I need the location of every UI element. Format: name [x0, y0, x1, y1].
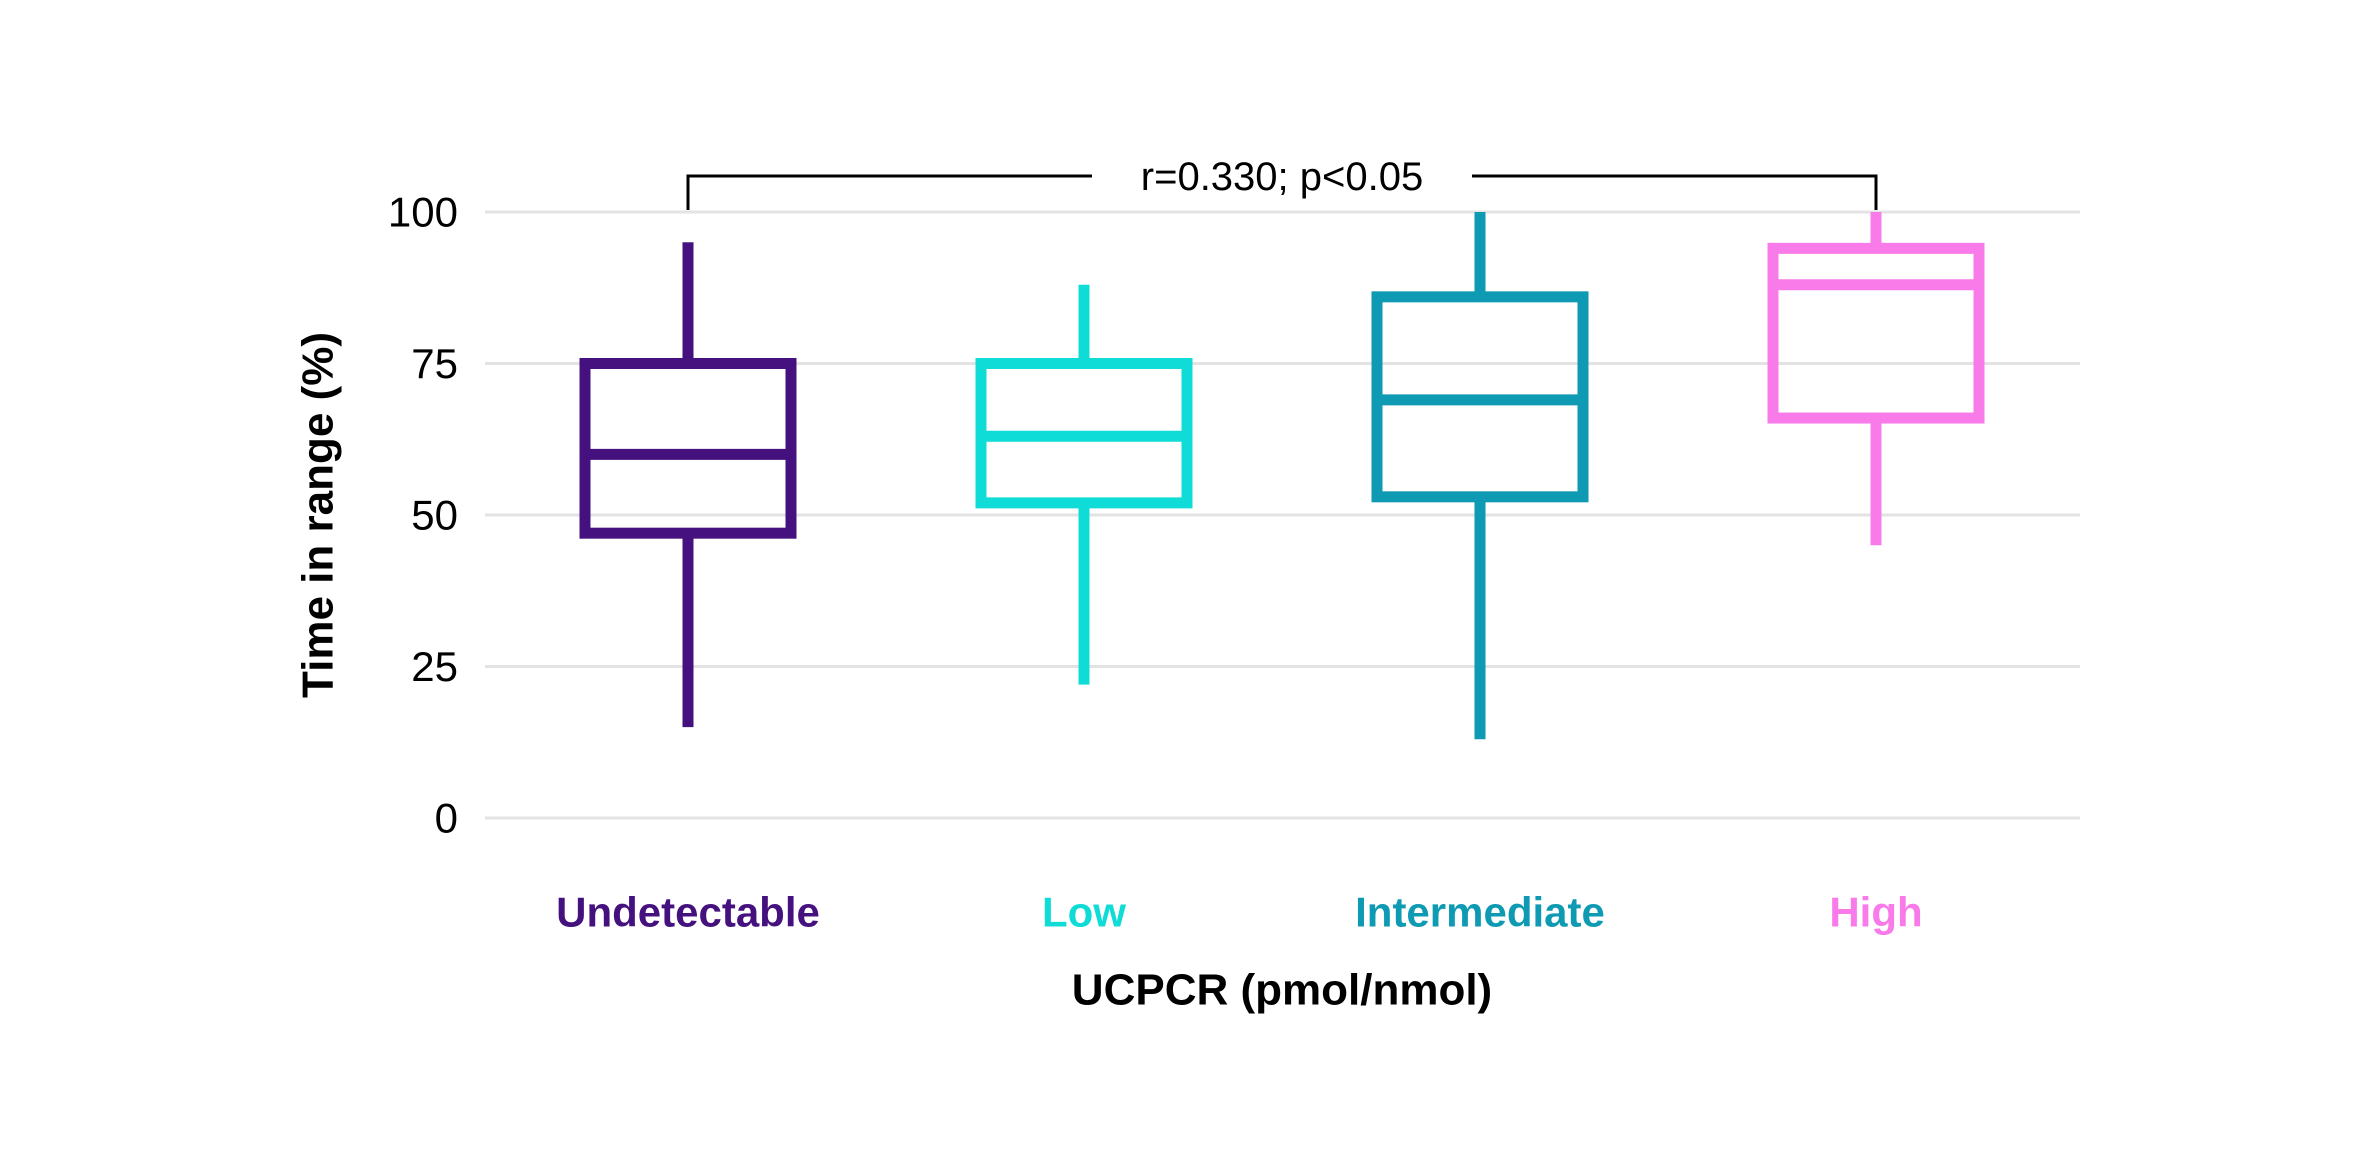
- iqr-box-intermediate: [1371, 291, 1589, 503]
- bracket-right-segment: [1472, 174, 1878, 210]
- significance-bracket: r=0.330; p<0.05: [686, 155, 1878, 210]
- iqr-box-low: [975, 358, 1193, 509]
- bracket-left-segment: [686, 174, 1092, 210]
- x-category-label-high: High: [1829, 889, 1922, 936]
- y-tick-label-50: 50: [411, 492, 458, 539]
- boxplot-low: [975, 284, 1193, 685]
- y-tick-label-25: 25: [411, 643, 458, 690]
- gridlines: [485, 210, 2080, 820]
- y-tick-label-75: 75: [411, 340, 458, 387]
- y-axis-tick-labels: 100 75 50 25 0: [388, 189, 458, 842]
- y-axis-title: Time in range (%): [294, 332, 343, 698]
- iqr-box-undetectable: [579, 358, 797, 539]
- y-tick-label-100: 100: [388, 189, 458, 236]
- x-axis-category-labels: Undetectable Low Intermediate High: [556, 889, 1923, 936]
- boxplot-high: [1767, 212, 1985, 546]
- boxplot-undetectable: [579, 242, 797, 728]
- x-category-label-intermediate: Intermediate: [1355, 889, 1605, 936]
- y-tick-label-0: 0: [435, 795, 458, 842]
- iqr-box-high: [1767, 242, 1985, 424]
- correlation-annotation: r=0.330; p<0.05: [1141, 155, 1423, 199]
- boxplot-intermediate: [1371, 212, 1589, 740]
- x-axis-title: UCPCR (pmol/nmol): [1072, 966, 1492, 1015]
- x-category-label-low: Low: [1042, 889, 1126, 936]
- x-category-label-undetectable: Undetectable: [556, 889, 820, 936]
